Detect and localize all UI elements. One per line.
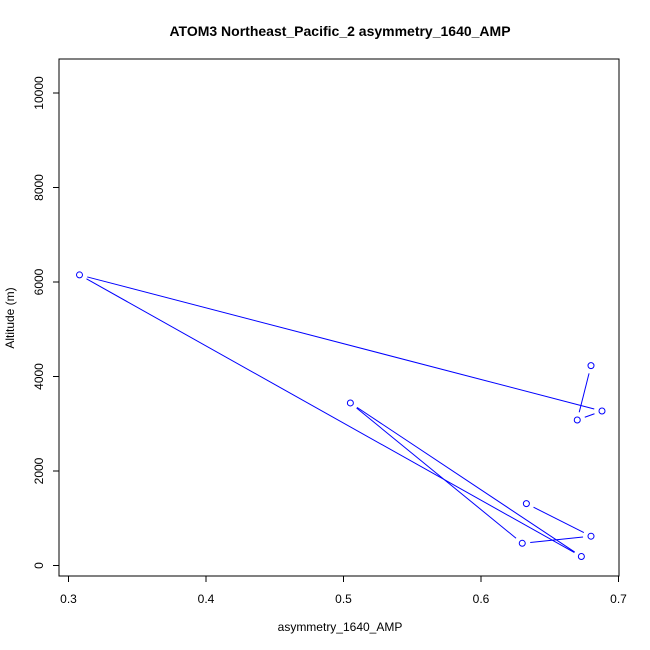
x-axis: 0.3 0.4 0.5 0.6 0.7 [60,575,627,606]
data-point [598,407,606,415]
series-segment [86,278,575,554]
x-tick-label: 0.5 [335,592,352,606]
series-segment [584,413,595,418]
data-point [518,539,526,547]
y-axis: 0 2000 4000 6000 8000 10000 [32,76,60,569]
plot-frame [58,58,620,577]
series-segment [356,406,575,553]
series-segment [533,506,585,534]
series-layer [76,271,606,561]
x-tick-label: 0.7 [610,592,627,606]
y-tick-label: 6000 [32,268,46,295]
data-point [522,500,530,508]
x-tick-label: 0.6 [473,592,490,606]
y-tick-label: 2000 [32,457,46,484]
y-tick-label: 8000 [32,174,46,201]
data-point [76,271,83,279]
series-segment [87,276,595,410]
y-axis-label: Altitude (m) [3,287,17,348]
series-segment [356,407,517,539]
x-axis-label: asymmetry_1640_AMP [278,620,403,634]
data-point [573,416,581,424]
x-tick-label: 0.4 [198,592,215,606]
data-point [346,399,354,407]
chart-title: ATOM3 Northeast_Pacific_2 asymmetry_1640… [169,23,510,39]
series-segment [530,536,584,543]
data-point [587,362,595,370]
x-tick-label: 0.3 [60,592,77,606]
y-tick-label: 10000 [32,76,46,110]
y-tick-label: 0 [32,562,46,569]
data-point [577,553,585,561]
data-point [587,532,595,540]
y-tick-label: 4000 [32,363,46,390]
